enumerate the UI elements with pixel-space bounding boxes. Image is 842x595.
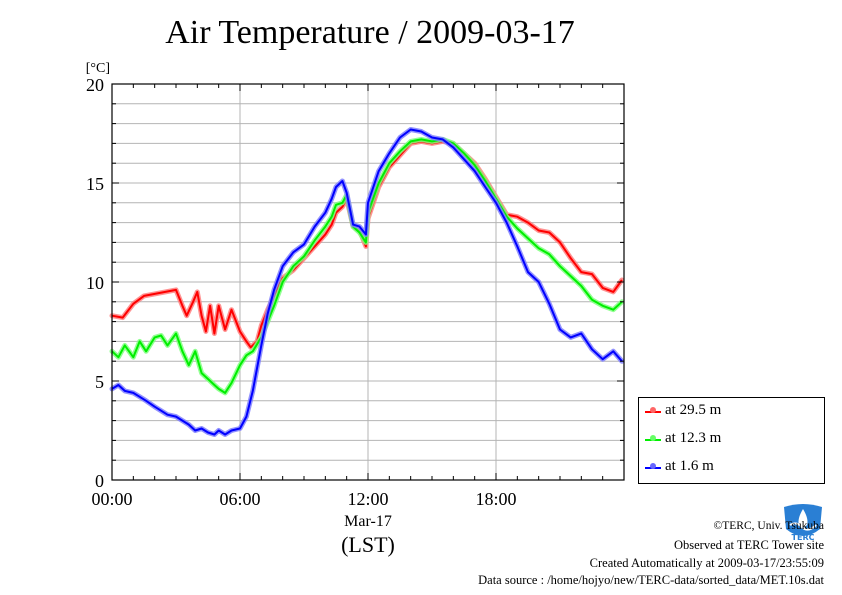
date-label: Mar-17 [344, 513, 392, 530]
legend-entry-12-3m: at 12.3 m [645, 430, 820, 450]
footer-site: Observed at TERC Tower site [673, 538, 824, 552]
terc-logo-icon: TERC [784, 504, 822, 542]
legend-label-1-6m: at 1.6 m [665, 458, 714, 474]
footer-source: Data source : /home/hojyo/new/TERC-data/… [478, 573, 824, 587]
legend-label-29-5m: at 29.5 m [665, 402, 722, 418]
y-axis-label: [°C] [86, 61, 110, 76]
legend-marker-29-5m [650, 407, 656, 413]
grid-lines [112, 84, 624, 480]
legend-entry-1-6m: at 1.6 m [645, 458, 820, 478]
series-line-1 [111, 138, 623, 394]
footer-created: Created Automatically at 2009-03-17/23:5… [589, 556, 824, 570]
chart-title: Air Temperature / 2009-03-17 [165, 14, 575, 51]
x-tick-label: 00:00 [91, 489, 132, 509]
legend-marker-1-6m [650, 463, 656, 469]
x-tick-label: 18:00 [475, 489, 516, 509]
footer-copyright: ©TERC, Univ. Tsukuba [713, 520, 824, 532]
y-tick-label: 15 [86, 174, 104, 194]
x-tick-label: 12:00 [347, 489, 388, 509]
legend-entry-29-5m: at 29.5 m [645, 402, 820, 422]
legend-marker-12-3m [650, 435, 656, 441]
logo-text: TERC [792, 533, 815, 542]
y-tick-label: 0 [95, 471, 104, 491]
x-tick-label: 06:00 [219, 489, 260, 509]
legend: at 29.5 m at 12.3 m at 1.6 m [638, 397, 825, 484]
series-layer [109, 127, 625, 437]
legend-label-12-3m: at 12.3 m [665, 430, 722, 446]
axis-ticks [111, 83, 625, 481]
series-line-0 [111, 140, 623, 349]
y-tick-label: 20 [86, 75, 104, 95]
y-tick-label: 5 [95, 372, 104, 392]
tick-labels: 00:00 06:00 12:00 18:00 0 5 10 15 20 [86, 75, 517, 509]
y-tick-label: 10 [86, 273, 104, 293]
series-line-2 [111, 128, 623, 436]
series-halo-1 [109, 136, 625, 396]
x-axis-label: (LST) [341, 532, 395, 557]
